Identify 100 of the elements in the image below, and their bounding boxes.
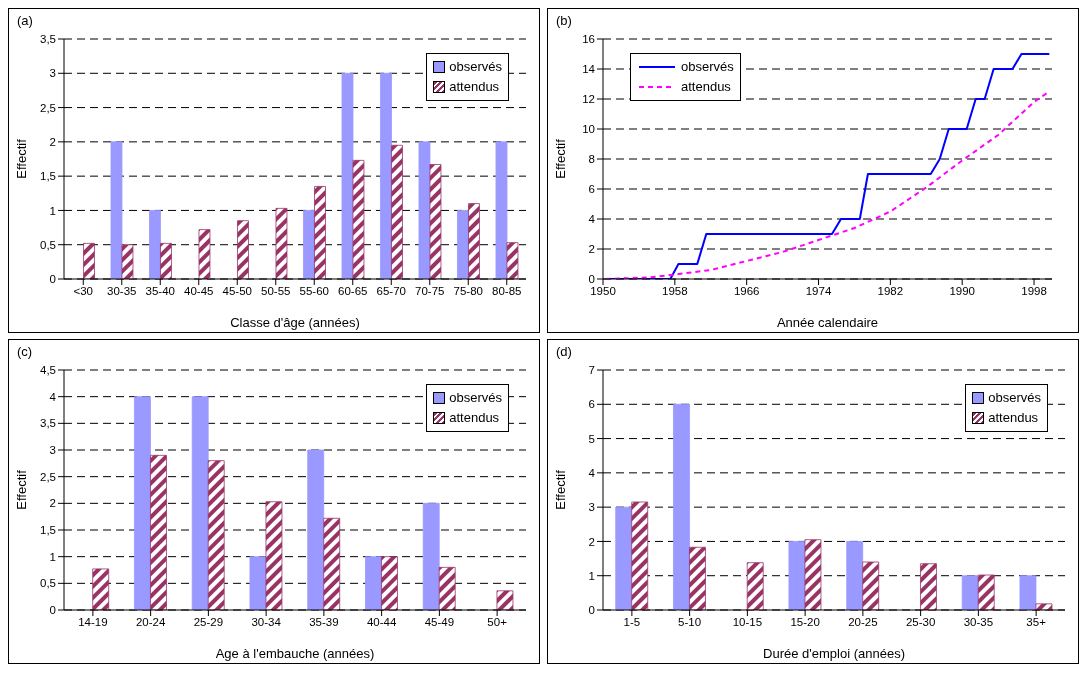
bar xyxy=(121,244,134,279)
x-tick-label: 40-45 xyxy=(184,285,214,298)
y-tick-label: 2,5 xyxy=(40,470,56,483)
bar xyxy=(323,517,341,610)
y-tick-label: 4 xyxy=(49,390,57,403)
x-tick-label: 75-80 xyxy=(453,285,483,298)
bar xyxy=(689,546,706,610)
y-tick-label: 6 xyxy=(588,398,595,411)
x-tick-label: 1950 xyxy=(590,285,616,298)
bar xyxy=(149,210,161,279)
y-tick-label: 3 xyxy=(49,444,56,457)
bar xyxy=(303,210,315,279)
y-tick-label: 3 xyxy=(49,67,56,80)
x-tick-label: 45-49 xyxy=(424,616,455,629)
y-tick-label: 0,5 xyxy=(40,577,56,590)
bar xyxy=(365,556,382,610)
x-axis-title: Année calendaire xyxy=(776,315,879,330)
y-axis-title: Effectif xyxy=(552,469,568,510)
x-tick-label: 1998 xyxy=(1021,285,1047,298)
bar xyxy=(352,159,365,279)
bar xyxy=(198,229,211,279)
x-axis-title: Durée d'emploi (années) xyxy=(763,646,905,661)
bar xyxy=(160,242,172,279)
y-tick-label: 4,5 xyxy=(40,364,56,377)
x-tick-label: 1966 xyxy=(733,285,760,298)
bar xyxy=(150,454,167,610)
y-tick-label: 2,5 xyxy=(40,101,56,114)
x-tick-label: 70-75 xyxy=(415,285,445,298)
bar xyxy=(468,203,480,279)
x-tick-label: 20-24 xyxy=(135,616,166,629)
legend-label: observés xyxy=(681,58,734,76)
legend-label: observés xyxy=(449,58,502,76)
bar xyxy=(862,561,880,610)
x-tick-label: 1974 xyxy=(805,285,832,298)
bar xyxy=(846,541,864,610)
bar xyxy=(207,460,225,610)
legend-label: attendus xyxy=(681,78,731,96)
legend-label: attendus xyxy=(988,409,1039,427)
legend-label: observés xyxy=(449,389,502,407)
bar xyxy=(275,207,288,279)
x-tick-label: 5-10 xyxy=(678,616,702,629)
x-tick-label: 40-44 xyxy=(366,616,397,629)
bar xyxy=(961,575,979,610)
x-tick-label: 30-35 xyxy=(107,285,137,298)
bar xyxy=(83,242,95,279)
x-tick-label: 55-60 xyxy=(299,285,329,298)
y-axis-title: Effectif xyxy=(552,138,568,179)
x-tick-label: 35-40 xyxy=(145,285,175,298)
bar xyxy=(506,242,519,279)
x-tick-label: 15-20 xyxy=(790,616,820,629)
y-tick-label: 3 xyxy=(588,501,595,514)
y-tick-label: 14 xyxy=(582,63,596,76)
y-tick-label: 0 xyxy=(588,273,595,286)
bar xyxy=(307,449,325,610)
bar xyxy=(134,396,151,610)
y-tick-label: 2 xyxy=(49,497,56,510)
legend-label: attendus xyxy=(449,78,500,96)
x-tick-label: 25-29 xyxy=(193,616,224,629)
bar xyxy=(429,164,442,279)
y-tick-label: 1,5 xyxy=(40,170,56,183)
bar xyxy=(314,186,326,279)
bar xyxy=(418,141,431,279)
bar xyxy=(422,502,440,610)
x-tick-label: <30 xyxy=(73,285,94,298)
x-tick-label: 1982 xyxy=(877,285,904,298)
x-tick-label: 35-39 xyxy=(309,616,339,629)
legend-label: attendus xyxy=(449,409,500,427)
y-tick-label: 7 xyxy=(588,364,595,377)
bar xyxy=(631,501,649,610)
bar xyxy=(381,556,398,610)
bar xyxy=(496,590,514,610)
x-tick-label: 20-25 xyxy=(848,616,878,629)
x-tick-label: 80-85 xyxy=(492,285,522,298)
chart-title: (c) xyxy=(16,343,34,361)
bar xyxy=(1019,575,1037,610)
bar xyxy=(788,541,806,610)
y-tick-label: 1,5 xyxy=(40,524,56,537)
x-axis-title: Age à l'embauche (années) xyxy=(215,646,375,661)
y-tick-label: 0,5 xyxy=(40,238,56,251)
y-axis-title: Effectif xyxy=(13,469,29,510)
bar xyxy=(438,566,456,610)
chart-title: (a) xyxy=(16,12,34,30)
y-tick-label: 1 xyxy=(49,204,56,217)
x-tick-label: 1990 xyxy=(949,285,975,298)
bar xyxy=(92,568,110,610)
bar xyxy=(920,563,937,610)
bar xyxy=(237,220,249,279)
y-tick-label: 0 xyxy=(49,604,56,617)
bar xyxy=(804,539,822,610)
bar xyxy=(1035,603,1053,610)
y-tick-label: 1 xyxy=(588,569,595,582)
x-tick-label: 65-70 xyxy=(376,285,406,298)
y-tick-label: 3,5 xyxy=(40,417,56,430)
y-tick-label: 12 xyxy=(582,93,595,106)
y-tick-label: 0 xyxy=(588,604,595,617)
y-tick-label: 10 xyxy=(582,123,595,136)
legend-label: observés xyxy=(988,389,1041,407)
chart-title: (b) xyxy=(555,12,573,30)
x-tick-label: 60-65 xyxy=(338,285,368,298)
y-tick-label: 2 xyxy=(588,535,595,548)
